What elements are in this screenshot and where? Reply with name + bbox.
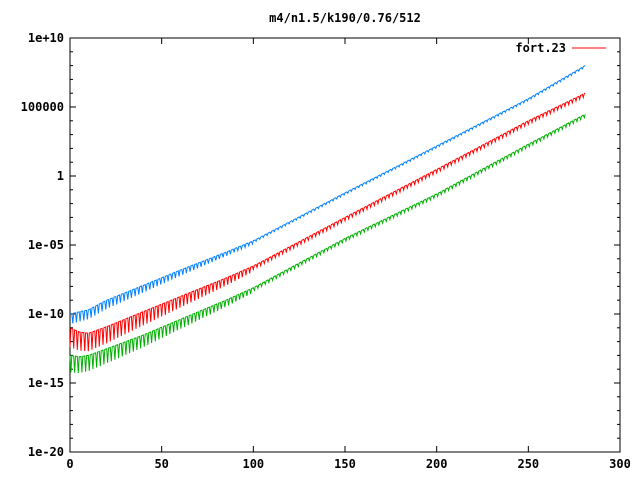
legend: fort.23 — [515, 41, 606, 55]
y-tick-label: 1e-15 — [28, 376, 64, 390]
plot-frame — [69, 37, 621, 453]
legend-label: fort.23 — [515, 41, 566, 55]
series-line — [69, 65, 586, 324]
y-tick-label: 1e+10 — [28, 31, 64, 45]
y-tick-label: 100000 — [21, 100, 64, 114]
series-layer — [69, 65, 586, 374]
x-tick-label: 250 — [517, 457, 539, 471]
x-tick-label: 150 — [334, 457, 356, 471]
chart-title: m4/n1.5/k190/0.76/512 — [269, 11, 421, 25]
x-tick-label: 200 — [426, 457, 448, 471]
x-tick-label: 0 — [66, 457, 73, 471]
y-tick-label: 1e-10 — [28, 307, 64, 321]
y-tick-label: 1e-20 — [28, 445, 64, 459]
series-line — [69, 92, 586, 352]
y-tick-label: 1 — [57, 169, 64, 183]
x-tick-label: 100 — [242, 457, 264, 471]
series-line — [69, 114, 586, 374]
x-axis: 0 50 100 150 200 250 300 — [66, 38, 631, 471]
y-axis: 1e-20 1e-15 1e-10 1e-05 1 100000 1e+10 — [21, 31, 620, 459]
y-tick-label: 1e-05 — [28, 238, 64, 252]
x-tick-label: 50 — [154, 457, 168, 471]
x-tick-label: 300 — [609, 457, 631, 471]
